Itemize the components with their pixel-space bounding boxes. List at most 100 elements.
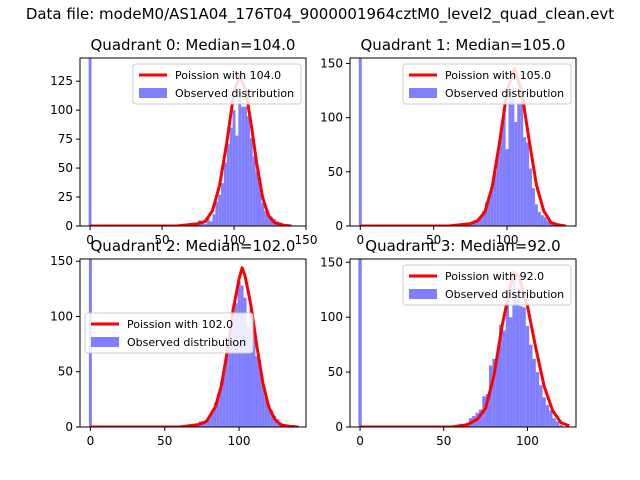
histogram-bar (206, 219, 210, 226)
y-tick-label: 100 (50, 309, 73, 323)
histogram-bar (517, 103, 521, 226)
histogram-bar (502, 108, 506, 226)
y-tick-label: 125 (50, 74, 73, 88)
legend-observed-label: Observed distribution (127, 336, 246, 349)
histogram-bar (273, 415, 277, 427)
histogram-bar (543, 217, 547, 226)
y-tick-label: 50 (328, 165, 343, 179)
histogram-bar (201, 422, 205, 427)
legend-poisson-label: Poission with 102.0 (127, 318, 233, 331)
histogram-bar (267, 404, 271, 427)
histogram-bar (229, 127, 233, 226)
histogram-bar (502, 330, 506, 427)
histogram-bar (470, 223, 474, 226)
histogram-bar (252, 156, 256, 226)
histogram-bar (232, 110, 236, 226)
histogram-bar (496, 150, 500, 226)
histogram-bar (529, 344, 533, 427)
histogram-bar (476, 219, 480, 226)
histogram-bar (482, 210, 486, 226)
quadrant-title: Quadrant 0: Median=104.0 (91, 36, 296, 54)
quadrant-1-chart: 0 50 100 0 50 100 150 Quadrant 1: Median=105.0 P… (320, 36, 577, 247)
histogram-bar (519, 306, 523, 427)
histogram-bar (526, 142, 530, 226)
histogram-bar (241, 106, 245, 226)
histogram-bar (488, 365, 493, 427)
x-tick-label: 50 (426, 233, 441, 247)
histogram-bar (215, 201, 219, 226)
histogram-bar (532, 358, 536, 427)
x-tick-label: 0 (356, 434, 364, 448)
quadrant-2-chart: 0 50 100 0 50 100 150 Quadrant 2: Median=102.0 P… (50, 237, 307, 448)
legend-box (402, 63, 572, 105)
histogram-bar (485, 394, 489, 427)
histogram-bar (525, 325, 530, 427)
histogram-bar (200, 222, 204, 226)
histogram-bar (88, 58, 92, 226)
x-tick-label: 0 (356, 233, 364, 247)
histogram-bar (203, 223, 207, 226)
histogram-bar (246, 326, 250, 427)
histogram-bar (222, 369, 226, 427)
quadrant-title: Quadrant 1: Median=105.0 (361, 36, 566, 54)
histogram-bar (540, 215, 544, 226)
histogram-bar (246, 115, 250, 226)
y-tick-label: 25 (58, 190, 73, 204)
histogram-bar (252, 335, 256, 427)
legend-box (402, 264, 572, 306)
histogram-bar (223, 162, 227, 226)
poisson-curve (90, 266, 299, 427)
histogram-bar (218, 194, 222, 226)
histogram-bar (358, 58, 362, 226)
histogram-bar (493, 171, 497, 226)
histogram-bar (258, 365, 262, 427)
histogram-bar (478, 409, 483, 427)
legend: Poission with 102.0 Observed distribution (84, 312, 254, 354)
histogram-bar (267, 214, 271, 226)
legend-observed-swatch (409, 289, 437, 299)
histogram-bar (492, 358, 496, 427)
y-tick-label: 50 (58, 365, 73, 379)
histogram-bar (210, 412, 214, 427)
quadrant-title: Quadrant 2: Median=102.0 (91, 237, 296, 255)
histogram-bar (522, 307, 526, 427)
y-tick-label: 100 (320, 111, 343, 125)
x-tick-label: 100 (223, 233, 246, 247)
y-tick-label: 100 (50, 103, 73, 117)
histogram-bar (221, 183, 224, 226)
x-tick-label: 0 (86, 233, 94, 247)
legend-poisson-label: Poission with 105.0 (445, 69, 551, 82)
y-tick-label: 50 (328, 365, 343, 379)
x-tick-label: 100 (228, 434, 251, 448)
histogram-bar (505, 300, 510, 427)
histogram-bar (508, 90, 512, 226)
panels: 0 50 100 150 0 25 50 75 100 125 Quadrant 0: Median… (50, 36, 577, 448)
histogram-bar (249, 307, 253, 427)
histogram-bar (479, 218, 483, 226)
legend-observed-label: Observed distribution (445, 288, 564, 301)
histogram-bar (358, 259, 362, 427)
histogram-bar (523, 137, 527, 226)
histogram-bar (228, 330, 232, 427)
histogram-bar (485, 202, 488, 226)
legend-observed-swatch (409, 88, 437, 98)
x-tick-label: 50 (157, 434, 172, 448)
histogram-bar (555, 421, 560, 427)
histogram-bar (531, 188, 535, 226)
y-tick-label: 75 (58, 132, 73, 146)
y-tick-label: 150 (50, 254, 73, 268)
legend-observed-label: Observed distribution (445, 87, 564, 100)
histogram-bar (512, 271, 516, 427)
histogram-bar (549, 410, 553, 427)
histogram-bar (235, 135, 239, 226)
histogram-bar (243, 297, 247, 427)
x-tick-label: 100 (516, 434, 539, 448)
legend-observed-swatch (139, 88, 167, 98)
quadrant-3-chart: 0 50 100 0 50 100 150 Quadrant 3: Median=92.0 Po… (320, 237, 577, 448)
histogram-bar (529, 168, 532, 226)
histogram-bar (244, 106, 247, 226)
legend-observed-label: Observed distribution (175, 87, 294, 100)
histogram-bar (226, 143, 230, 226)
histogram-bar (213, 402, 217, 427)
